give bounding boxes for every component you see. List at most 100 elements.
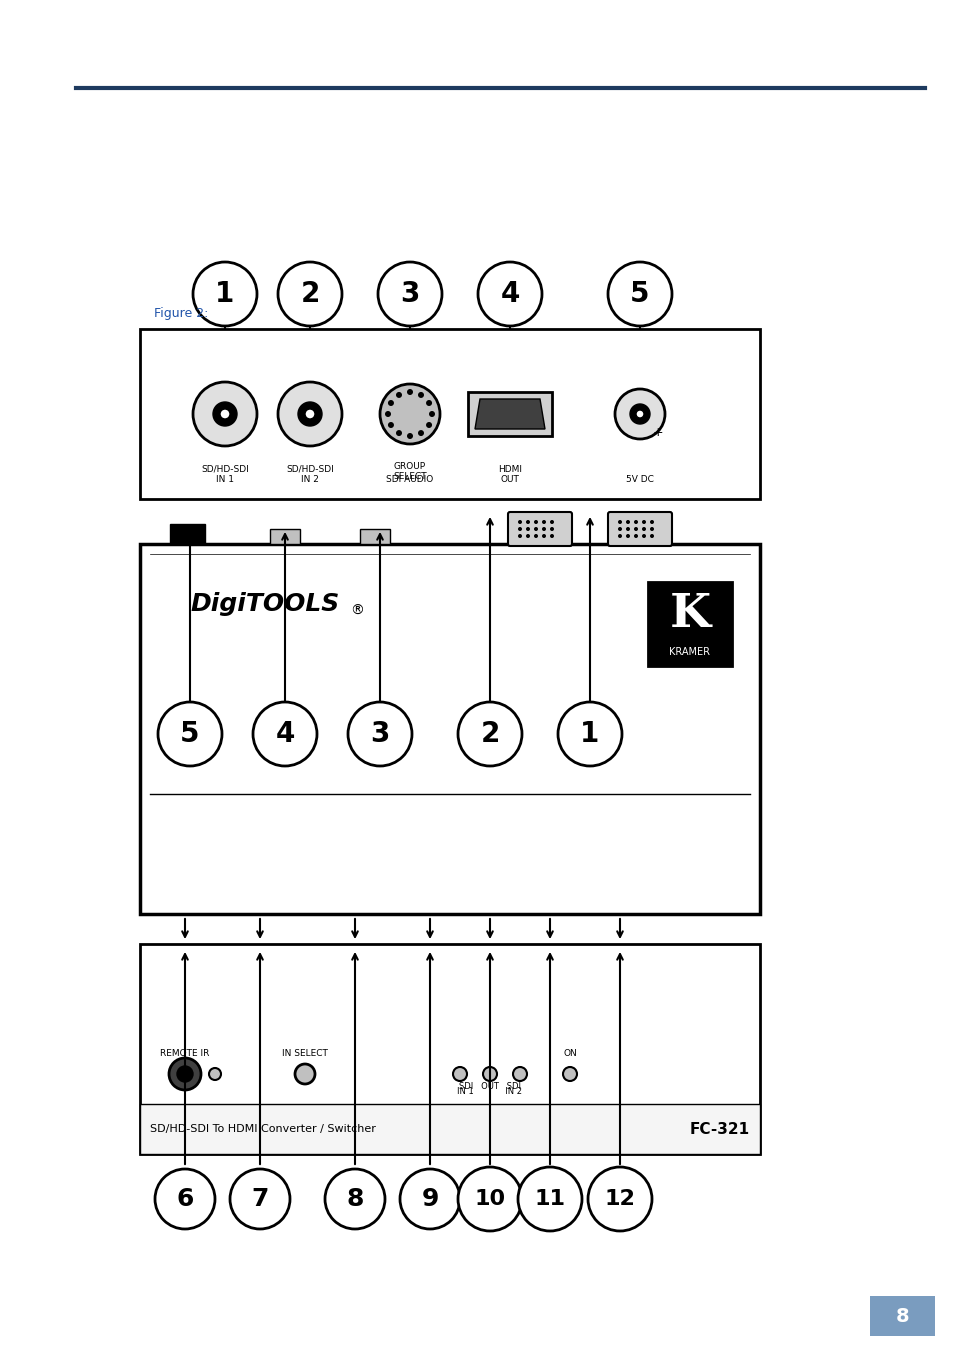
Text: 6: 6 <box>176 1187 193 1210</box>
Text: 5V DC: 5V DC <box>625 475 653 483</box>
Text: KRAMER: KRAMER <box>669 647 710 657</box>
Text: DigiTOOLS: DigiTOOLS <box>190 592 339 616</box>
Circle shape <box>550 527 554 531</box>
Text: 3: 3 <box>400 280 419 307</box>
Circle shape <box>407 389 413 395</box>
Text: HDMI
OUT: HDMI OUT <box>497 464 521 483</box>
Circle shape <box>625 520 629 524</box>
Circle shape <box>348 701 412 766</box>
Circle shape <box>453 1067 467 1080</box>
Text: 2: 2 <box>479 720 499 747</box>
Circle shape <box>607 263 671 326</box>
Circle shape <box>388 422 394 428</box>
Circle shape <box>534 533 537 538</box>
Bar <box>170 524 205 544</box>
Circle shape <box>636 410 643 418</box>
Circle shape <box>193 382 256 445</box>
Circle shape <box>517 527 521 531</box>
Circle shape <box>541 533 545 538</box>
Circle shape <box>482 1067 497 1080</box>
Text: +: + <box>652 425 662 439</box>
Circle shape <box>297 402 322 427</box>
Circle shape <box>477 263 541 326</box>
Circle shape <box>541 527 545 531</box>
Circle shape <box>220 409 230 418</box>
Circle shape <box>395 431 401 436</box>
Circle shape <box>634 520 638 524</box>
Circle shape <box>641 527 645 531</box>
Circle shape <box>305 409 314 418</box>
Text: IN SELECT: IN SELECT <box>282 1049 328 1057</box>
Circle shape <box>407 433 413 439</box>
Bar <box>140 1104 760 1154</box>
Circle shape <box>550 520 554 524</box>
Text: 4: 4 <box>499 280 519 307</box>
Text: 8: 8 <box>895 1307 909 1326</box>
Circle shape <box>629 403 649 424</box>
Circle shape <box>417 431 423 436</box>
Circle shape <box>615 389 664 439</box>
Circle shape <box>399 1169 459 1229</box>
Text: 5: 5 <box>630 280 649 307</box>
Circle shape <box>649 520 654 524</box>
Circle shape <box>277 382 341 445</box>
Circle shape <box>209 1068 221 1080</box>
Text: SD/HD-SDI To HDMI Converter / Switcher: SD/HD-SDI To HDMI Converter / Switcher <box>150 1124 375 1135</box>
Circle shape <box>517 520 521 524</box>
Text: REMOTE IR: REMOTE IR <box>160 1049 210 1057</box>
Circle shape <box>417 391 423 398</box>
Circle shape <box>517 533 521 538</box>
Text: 8: 8 <box>346 1187 363 1210</box>
Bar <box>270 529 299 544</box>
Circle shape <box>325 1169 385 1229</box>
Text: FC-321: FC-321 <box>689 1121 749 1136</box>
Text: SDI AUDIO: SDI AUDIO <box>386 475 434 483</box>
Circle shape <box>534 520 537 524</box>
Text: 5: 5 <box>180 720 199 747</box>
Polygon shape <box>475 399 544 429</box>
Text: 10: 10 <box>474 1189 505 1209</box>
Circle shape <box>377 263 441 326</box>
Text: 1: 1 <box>579 720 599 747</box>
Circle shape <box>634 533 638 538</box>
Circle shape <box>618 527 621 531</box>
Text: IN 1            IN 2: IN 1 IN 2 <box>457 1087 522 1095</box>
Circle shape <box>625 533 629 538</box>
Text: SD/HD-SDI
IN 1: SD/HD-SDI IN 1 <box>201 464 249 483</box>
Circle shape <box>177 1066 193 1082</box>
FancyBboxPatch shape <box>140 944 760 1154</box>
Circle shape <box>513 1067 526 1080</box>
Circle shape <box>534 527 537 531</box>
Circle shape <box>429 412 435 417</box>
Text: 2: 2 <box>300 280 319 307</box>
Circle shape <box>230 1169 290 1229</box>
Circle shape <box>525 520 530 524</box>
Circle shape <box>169 1057 201 1090</box>
Circle shape <box>193 263 256 326</box>
Text: 9: 9 <box>421 1187 438 1210</box>
Circle shape <box>388 399 394 406</box>
Circle shape <box>426 399 432 406</box>
Text: Figure 2:: Figure 2: <box>153 307 208 321</box>
Circle shape <box>634 527 638 531</box>
Text: 7: 7 <box>251 1187 269 1210</box>
Circle shape <box>550 533 554 538</box>
Text: 12: 12 <box>604 1189 635 1209</box>
Circle shape <box>385 412 391 417</box>
FancyBboxPatch shape <box>647 582 731 666</box>
Circle shape <box>379 385 439 444</box>
Circle shape <box>641 520 645 524</box>
Text: 3: 3 <box>370 720 389 747</box>
Text: SDI   OUT   SDI: SDI OUT SDI <box>458 1082 520 1091</box>
FancyBboxPatch shape <box>607 512 671 546</box>
Circle shape <box>213 402 236 427</box>
Text: GROUP
SELECT: GROUP SELECT <box>393 462 426 482</box>
Circle shape <box>395 391 401 398</box>
Circle shape <box>517 1167 581 1231</box>
FancyBboxPatch shape <box>507 512 572 546</box>
Text: 11: 11 <box>534 1189 565 1209</box>
Circle shape <box>618 533 621 538</box>
Circle shape <box>294 1064 314 1085</box>
FancyBboxPatch shape <box>869 1296 934 1336</box>
Text: ON: ON <box>562 1049 577 1057</box>
